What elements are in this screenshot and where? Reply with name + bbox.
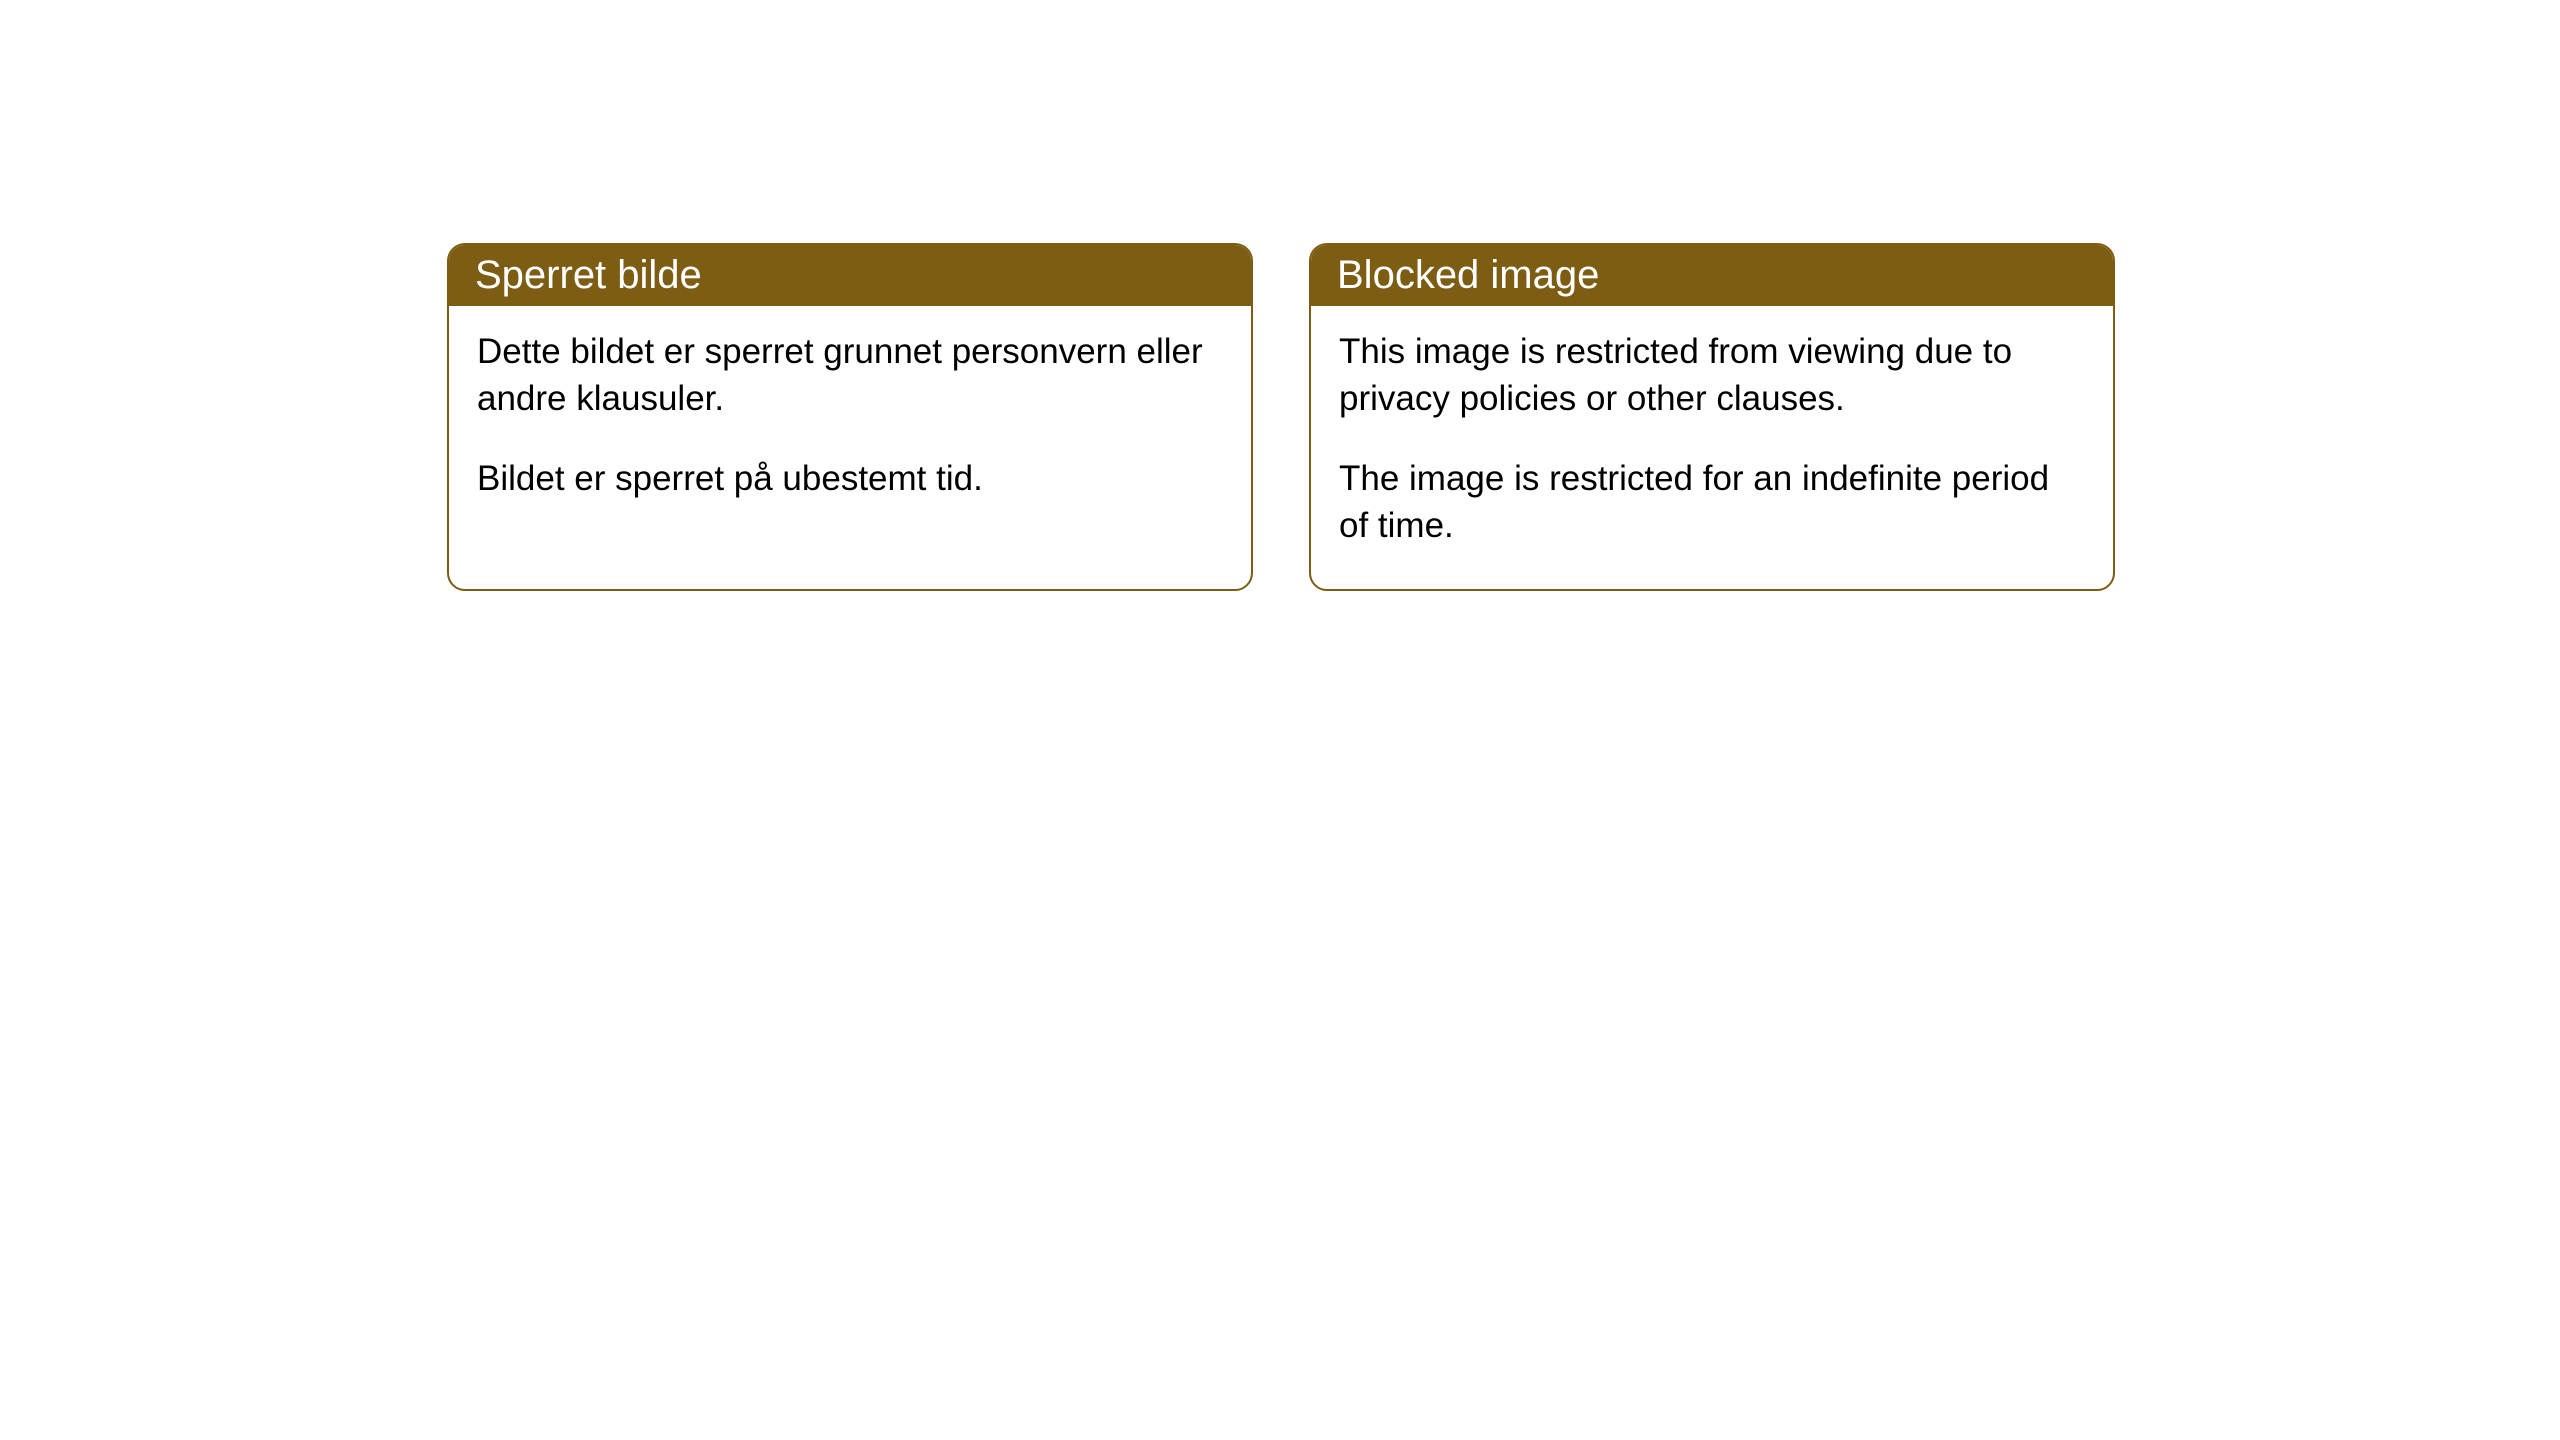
card-title: Blocked image	[1337, 253, 1599, 297]
card-paragraph: Dette bildet er sperret grunnet personve…	[477, 328, 1223, 423]
notice-card-norwegian: Sperret bilde Dette bildet er sperret gr…	[447, 243, 1253, 591]
card-body: Dette bildet er sperret grunnet personve…	[449, 306, 1251, 542]
card-paragraph: The image is restricted for an indefinit…	[1339, 455, 2085, 550]
card-header: Blocked image	[1311, 245, 2113, 306]
notice-cards-container: Sperret bilde Dette bildet er sperret gr…	[447, 243, 2115, 591]
card-paragraph: Bildet er sperret på ubestemt tid.	[477, 455, 1223, 502]
card-header: Sperret bilde	[449, 245, 1251, 306]
notice-card-english: Blocked image This image is restricted f…	[1309, 243, 2115, 591]
card-paragraph: This image is restricted from viewing du…	[1339, 328, 2085, 423]
card-title: Sperret bilde	[475, 253, 702, 297]
card-body: This image is restricted from viewing du…	[1311, 306, 2113, 589]
